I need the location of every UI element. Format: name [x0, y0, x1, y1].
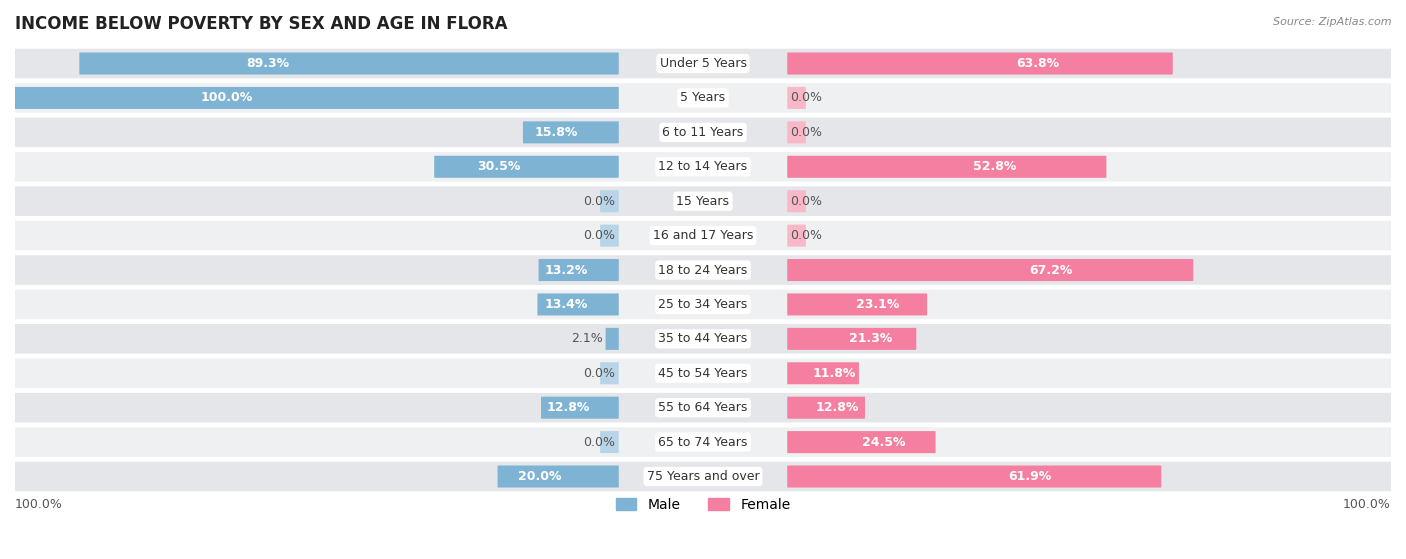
FancyBboxPatch shape [600, 190, 619, 212]
FancyBboxPatch shape [787, 121, 806, 143]
FancyBboxPatch shape [787, 328, 917, 350]
Text: 2.1%: 2.1% [571, 333, 603, 345]
Text: Under 5 Years: Under 5 Years [659, 57, 747, 70]
Text: 12.8%: 12.8% [547, 401, 591, 414]
FancyBboxPatch shape [15, 393, 1391, 423]
Text: 0.0%: 0.0% [790, 195, 823, 208]
Text: 15 Years: 15 Years [676, 195, 730, 208]
Text: 20.0%: 20.0% [519, 470, 562, 483]
FancyBboxPatch shape [14, 87, 619, 109]
Text: 5 Years: 5 Years [681, 92, 725, 105]
Text: 100.0%: 100.0% [200, 92, 252, 105]
Text: 23.1%: 23.1% [856, 298, 900, 311]
Text: 67.2%: 67.2% [1029, 263, 1073, 277]
FancyBboxPatch shape [787, 362, 859, 384]
Text: 75 Years and over: 75 Years and over [647, 470, 759, 483]
FancyBboxPatch shape [15, 358, 1391, 388]
FancyBboxPatch shape [15, 290, 1391, 319]
FancyBboxPatch shape [787, 293, 927, 315]
Text: 12 to 14 Years: 12 to 14 Years [658, 160, 748, 173]
FancyBboxPatch shape [15, 152, 1391, 182]
Text: 0.0%: 0.0% [583, 195, 616, 208]
Text: 65 to 74 Years: 65 to 74 Years [658, 435, 748, 449]
FancyBboxPatch shape [787, 87, 806, 109]
FancyBboxPatch shape [538, 259, 619, 281]
FancyBboxPatch shape [15, 49, 1391, 78]
Text: 0.0%: 0.0% [790, 229, 823, 242]
Text: 63.8%: 63.8% [1017, 57, 1059, 70]
Text: 35 to 44 Years: 35 to 44 Years [658, 333, 748, 345]
FancyBboxPatch shape [498, 466, 619, 487]
FancyBboxPatch shape [523, 121, 619, 143]
Text: 12.8%: 12.8% [815, 401, 859, 414]
Text: INCOME BELOW POVERTY BY SEX AND AGE IN FLORA: INCOME BELOW POVERTY BY SEX AND AGE IN F… [15, 15, 508, 33]
Text: 0.0%: 0.0% [583, 229, 616, 242]
Text: 100.0%: 100.0% [1343, 498, 1391, 511]
FancyBboxPatch shape [600, 362, 619, 384]
Text: 11.8%: 11.8% [813, 367, 855, 380]
Legend: Male, Female: Male, Female [610, 492, 796, 518]
Text: 0.0%: 0.0% [583, 367, 616, 380]
FancyBboxPatch shape [15, 186, 1391, 216]
Text: 61.9%: 61.9% [1008, 470, 1052, 483]
FancyBboxPatch shape [787, 156, 1107, 178]
Text: 13.2%: 13.2% [546, 263, 589, 277]
Text: 15.8%: 15.8% [534, 126, 578, 139]
FancyBboxPatch shape [15, 255, 1391, 285]
FancyBboxPatch shape [787, 397, 865, 419]
FancyBboxPatch shape [15, 427, 1391, 457]
Text: 55 to 64 Years: 55 to 64 Years [658, 401, 748, 414]
Text: 0.0%: 0.0% [583, 435, 616, 449]
FancyBboxPatch shape [606, 328, 619, 350]
FancyBboxPatch shape [787, 259, 1194, 281]
Text: 25 to 34 Years: 25 to 34 Years [658, 298, 748, 311]
FancyBboxPatch shape [434, 156, 619, 178]
FancyBboxPatch shape [600, 431, 619, 453]
Text: 21.3%: 21.3% [849, 333, 893, 345]
FancyBboxPatch shape [15, 221, 1391, 250]
FancyBboxPatch shape [15, 83, 1391, 113]
FancyBboxPatch shape [79, 53, 619, 74]
Text: 89.3%: 89.3% [246, 57, 290, 70]
Text: 24.5%: 24.5% [862, 435, 905, 449]
Text: 52.8%: 52.8% [973, 160, 1017, 173]
FancyBboxPatch shape [787, 190, 806, 212]
FancyBboxPatch shape [15, 324, 1391, 354]
FancyBboxPatch shape [541, 397, 619, 419]
FancyBboxPatch shape [15, 462, 1391, 491]
Text: 0.0%: 0.0% [790, 92, 823, 105]
FancyBboxPatch shape [787, 466, 1161, 487]
Text: 18 to 24 Years: 18 to 24 Years [658, 263, 748, 277]
FancyBboxPatch shape [15, 117, 1391, 147]
FancyBboxPatch shape [600, 225, 619, 247]
Text: 0.0%: 0.0% [790, 126, 823, 139]
Text: Source: ZipAtlas.com: Source: ZipAtlas.com [1274, 17, 1392, 27]
Text: 6 to 11 Years: 6 to 11 Years [662, 126, 744, 139]
Text: 16 and 17 Years: 16 and 17 Years [652, 229, 754, 242]
FancyBboxPatch shape [787, 225, 806, 247]
Text: 30.5%: 30.5% [477, 160, 520, 173]
Text: 45 to 54 Years: 45 to 54 Years [658, 367, 748, 380]
FancyBboxPatch shape [787, 53, 1173, 74]
FancyBboxPatch shape [537, 293, 619, 315]
FancyBboxPatch shape [787, 431, 935, 453]
Text: 100.0%: 100.0% [15, 498, 63, 511]
Text: 13.4%: 13.4% [544, 298, 588, 311]
